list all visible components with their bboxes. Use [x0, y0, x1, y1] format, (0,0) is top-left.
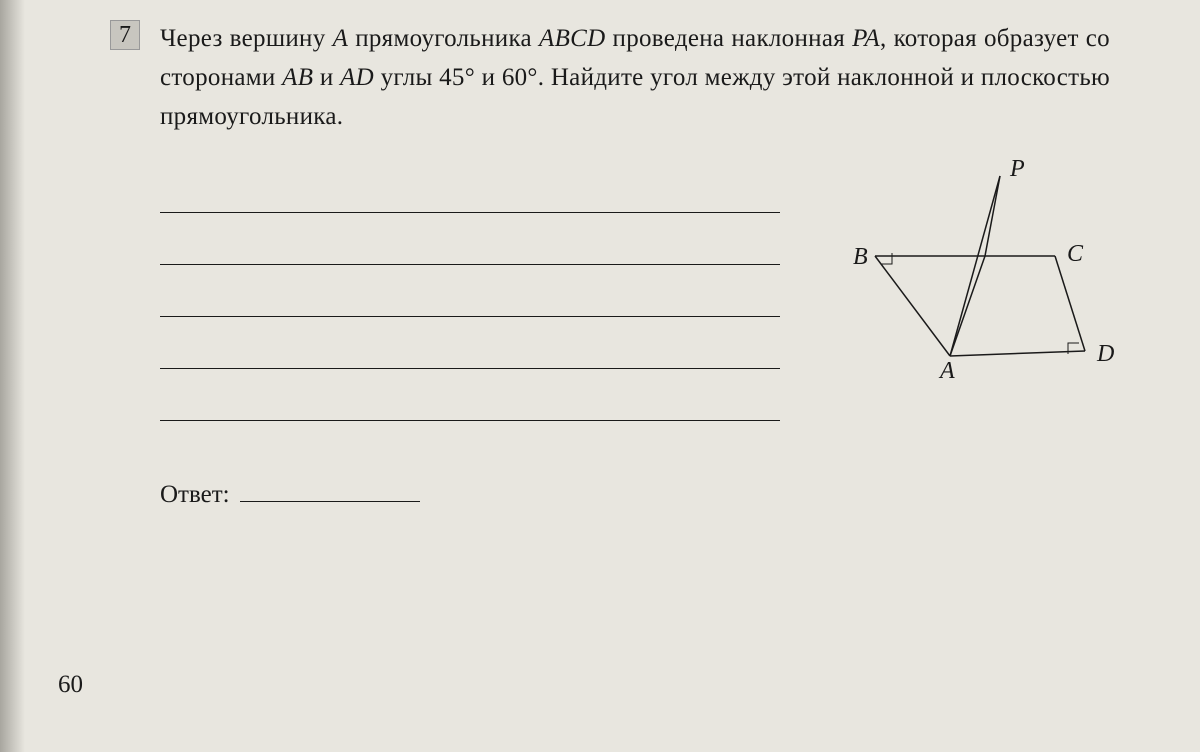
text-part: проведена на­клонная [605, 25, 852, 52]
content-area: ABCDP [160, 161, 1110, 421]
text-part: Через вершину [160, 25, 333, 52]
text-italic: AB [282, 64, 313, 91]
answer-line [160, 369, 780, 421]
svg-text:A: A [938, 358, 955, 384]
text-italic: ABCD [539, 25, 605, 52]
answer-line [160, 213, 780, 265]
text-italic: PA [852, 25, 880, 52]
answer-blank [240, 501, 420, 502]
answer-lines-area [160, 161, 810, 421]
text-part: и [313, 64, 340, 91]
svg-text:P: P [1009, 156, 1025, 182]
geometry-diagram: ABCDP [810, 161, 1110, 391]
problem-number: 7 [119, 22, 131, 49]
text-part: прямоугольника [348, 25, 539, 52]
answer-line [160, 265, 780, 317]
diagram-svg: ABCDP [810, 161, 1110, 391]
svg-text:B: B [853, 244, 868, 270]
text-italic: AD [340, 64, 374, 91]
answer-line [160, 317, 780, 369]
svg-text:C: C [1067, 241, 1084, 267]
page-shadow [0, 0, 25, 752]
text-italic: A [333, 25, 349, 52]
problem-statement: Через вершину A прямоугольника ABCD пров… [160, 20, 1110, 136]
answer-line [160, 161, 780, 213]
answer-label: Ответ: [160, 481, 230, 509]
answer-row: Ответ: [160, 481, 1110, 509]
svg-text:D: D [1096, 341, 1114, 367]
problem-number-box: 7 [110, 20, 140, 50]
page-number: 60 [58, 671, 83, 699]
